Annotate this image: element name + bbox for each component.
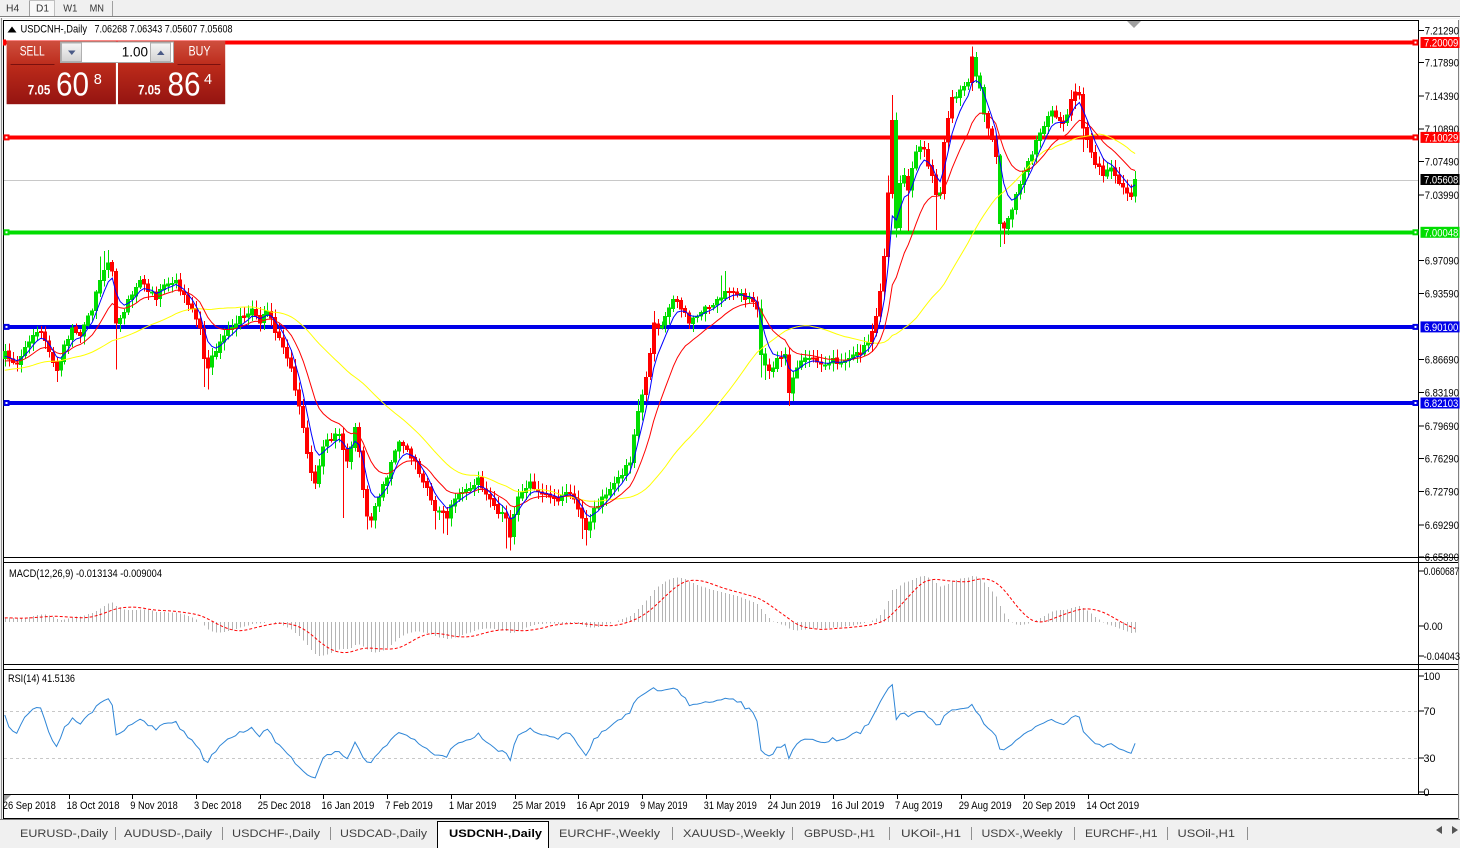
svg-text:31 May 2019: 31 May 2019 (704, 800, 757, 812)
svg-text:16 Jul 2019: 16 Jul 2019 (831, 800, 884, 812)
svg-text:60: 60 (56, 66, 89, 103)
svg-text:7.21290: 7.21290 (1425, 25, 1459, 37)
svg-text:6.86690: 6.86690 (1425, 354, 1459, 366)
svg-text:16 Apr 2019: 16 Apr 2019 (576, 800, 629, 812)
svg-text:3 Dec 2018: 3 Dec 2018 (194, 800, 242, 812)
svg-text:EURCHF-,H1: EURCHF-,H1 (1085, 828, 1158, 840)
svg-text:USDCAD-,Daily: USDCAD-,Daily (340, 828, 428, 840)
svg-text:70: 70 (1424, 706, 1436, 718)
svg-text:RSI(14) 41.5136: RSI(14) 41.5136 (8, 673, 75, 685)
svg-text:MN: MN (90, 3, 104, 15)
svg-text:8: 8 (94, 72, 102, 88)
svg-text:6.93590: 6.93590 (1425, 289, 1459, 301)
svg-text:6.69290: 6.69290 (1425, 520, 1459, 532)
svg-text:18 Oct 2018: 18 Oct 2018 (67, 800, 120, 812)
svg-text:86: 86 (168, 66, 201, 103)
svg-text:EURUSD-,Daily: EURUSD-,Daily (20, 828, 109, 840)
svg-text:24 Jun 2019: 24 Jun 2019 (768, 800, 821, 812)
svg-text:USDCNH-,Daily: USDCNH-,Daily (449, 828, 543, 840)
svg-text:6.79690: 6.79690 (1425, 421, 1459, 433)
svg-text:4: 4 (204, 72, 212, 88)
svg-text:BUY: BUY (189, 44, 211, 59)
svg-text:XAUUSD-,Weekly: XAUUSD-,Weekly (683, 828, 786, 840)
svg-text:7 Aug 2019: 7 Aug 2019 (895, 800, 943, 812)
svg-text:6.72790: 6.72790 (1425, 487, 1459, 499)
svg-text:6.97090: 6.97090 (1425, 256, 1459, 268)
svg-text:AUDUSD-,Daily: AUDUSD-,Daily (124, 828, 213, 840)
svg-text:6.90100: 6.90100 (1424, 322, 1458, 334)
svg-text:0: 0 (1424, 787, 1430, 799)
svg-text:USDCNH-,Daily: USDCNH-,Daily (21, 24, 88, 36)
svg-text:1 Mar 2019: 1 Mar 2019 (449, 800, 497, 812)
svg-text:9 Nov 2018: 9 Nov 2018 (130, 800, 178, 812)
svg-text:1.00: 1.00 (122, 45, 148, 60)
svg-text:-0.04043: -0.04043 (1424, 651, 1460, 663)
svg-text:20 Sep 2019: 20 Sep 2019 (1023, 800, 1076, 812)
svg-text:0.00: 0.00 (1424, 621, 1443, 633)
svg-text:6.82103: 6.82103 (1424, 398, 1458, 410)
svg-text:9 May 2019: 9 May 2019 (640, 800, 688, 812)
svg-text:7.10029: 7.10029 (1424, 132, 1458, 144)
svg-text:29 Aug 2019: 29 Aug 2019 (959, 800, 1012, 812)
svg-text:W1: W1 (63, 3, 77, 15)
svg-text:26 Sep 2018: 26 Sep 2018 (3, 800, 56, 812)
svg-text:7.20009: 7.20009 (1424, 38, 1458, 50)
svg-text:GBPUSD-,H1: GBPUSD-,H1 (804, 828, 875, 840)
svg-text:7.03990: 7.03990 (1425, 190, 1459, 202)
svg-text:7 Feb 2019: 7 Feb 2019 (385, 800, 433, 812)
svg-text:25 Dec 2018: 25 Dec 2018 (258, 800, 311, 812)
svg-text:EURCHF-,Weekly: EURCHF-,Weekly (559, 828, 661, 840)
svg-text:25 Mar 2019: 25 Mar 2019 (513, 800, 566, 812)
svg-text:6.76290: 6.76290 (1425, 453, 1459, 465)
svg-text:7.14390: 7.14390 (1425, 91, 1459, 103)
svg-text:6.83190: 6.83190 (1425, 388, 1459, 400)
svg-text:6.65890: 6.65890 (1425, 552, 1459, 564)
svg-text:0.060687: 0.060687 (1424, 566, 1460, 578)
svg-text:D1: D1 (36, 3, 49, 15)
svg-text:USDX-,Weekly: USDX-,Weekly (982, 828, 1064, 840)
svg-text:30: 30 (1424, 753, 1436, 765)
svg-text:7.05608: 7.05608 (1424, 175, 1458, 187)
svg-text:MACD(12,26,9) -0.013134 -0.009: MACD(12,26,9) -0.013134 -0.009004 (9, 568, 162, 580)
svg-text:7.17890: 7.17890 (1425, 58, 1459, 70)
svg-text:UKOil-,H1: UKOil-,H1 (901, 828, 961, 840)
svg-text:7.06268 7.06343 7.05607 7.0560: 7.06268 7.06343 7.05607 7.05608 (95, 24, 233, 36)
svg-text:7.05: 7.05 (28, 83, 51, 98)
svg-text:7.00048: 7.00048 (1424, 227, 1458, 239)
svg-text:USOil-,H1: USOil-,H1 (1178, 828, 1236, 840)
svg-text:100: 100 (1424, 671, 1441, 683)
svg-text:H4: H4 (6, 3, 19, 15)
svg-text:SELL: SELL (20, 44, 45, 59)
svg-text:7.05: 7.05 (138, 83, 161, 98)
svg-text:16 Jan 2019: 16 Jan 2019 (321, 800, 374, 812)
svg-text:USDCHF-,Daily: USDCHF-,Daily (232, 828, 321, 840)
svg-text:14 Oct 2019: 14 Oct 2019 (1086, 800, 1139, 812)
svg-text:7.07490: 7.07490 (1425, 157, 1459, 169)
